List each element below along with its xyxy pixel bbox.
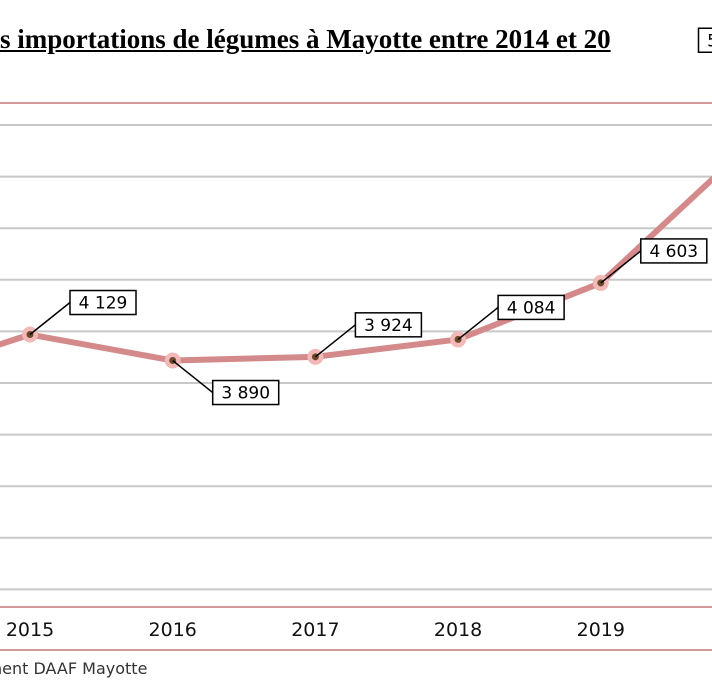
chart-title: es importations de légumes à Mayotte ent… [0,24,611,54]
leader-line [457,306,499,341]
data-label-box [211,379,280,406]
x-tick-label: 2015 [6,619,54,641]
x-tick-label: 2019 [577,619,625,641]
x-tick-label: 2018 [434,619,482,641]
series-polyline [0,175,712,364]
gridlines [0,124,712,591]
x-axis-ticks: 2015 2016 2017 2018 2019 [6,619,625,641]
data-label-box [497,294,565,321]
data-label-box [354,312,423,338]
leader-line [314,324,356,358]
series-line [0,175,712,364]
x-tick-label: 2016 [149,619,197,641]
leader-line [172,359,214,394]
x-tick-label: 2017 [291,619,339,641]
leader-line [600,250,642,284]
data-label: 4 603 [649,242,698,262]
data-label-box [69,289,137,316]
data-labels: 4 129 3 890 3 924 4 084 4 603 5 822 [29,27,712,406]
data-label: 4 129 [79,294,128,314]
data-label: 3 890 [221,384,270,404]
data-label: 5 822 [707,31,712,51]
leader-line [29,301,71,336]
source-note: nent DAAF Mayotte [0,659,148,678]
data-label-box [640,238,708,264]
plot-frame [0,102,712,651]
data-label-box [697,27,712,54]
data-label: 4 084 [507,298,556,318]
data-markers [22,274,609,369]
data-label: 3 924 [364,316,413,336]
